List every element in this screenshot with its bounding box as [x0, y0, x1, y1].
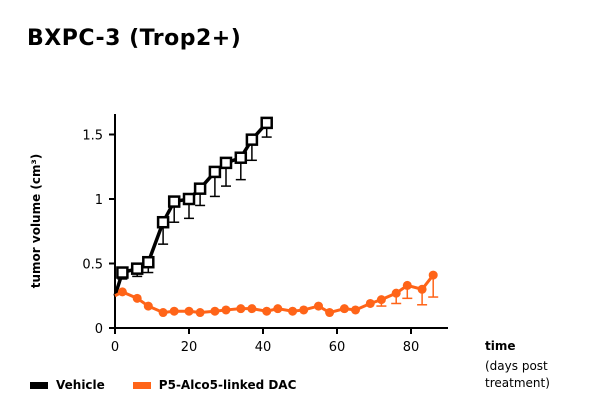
data-point — [117, 287, 127, 297]
data-point — [339, 304, 349, 314]
x-tick-label: 20 — [181, 340, 198, 355]
data-point — [288, 306, 298, 316]
data-point — [210, 306, 220, 316]
legend: Vehicle P5-Alco5-linked DAC — [30, 378, 296, 392]
data-point — [417, 284, 427, 294]
legend-swatch-dac — [132, 381, 151, 389]
x-tick-label: 80 — [403, 340, 420, 355]
legend-swatch-vehicle — [30, 381, 48, 389]
data-point — [219, 156, 233, 170]
data-point — [236, 304, 246, 314]
x-axis-sublabel: (days post — [485, 359, 548, 373]
chart-title: BXPC-3 (Trop2+) — [27, 26, 242, 51]
x-tick-label: 40 — [255, 340, 272, 355]
data-point — [402, 280, 412, 290]
data-point — [156, 215, 170, 229]
y-axis-label: tumor volume (cm³) — [29, 154, 43, 289]
legend-label: Vehicle — [56, 378, 105, 392]
data-point — [273, 304, 283, 314]
y-tick-label: 1 — [95, 193, 103, 208]
y-tick-label: 0 — [95, 322, 103, 337]
data-point — [262, 306, 272, 316]
x-axis-sublabel: treatment) — [485, 376, 550, 390]
data-point — [299, 305, 309, 315]
data-point — [247, 304, 257, 314]
data-point — [132, 293, 142, 303]
data-point — [169, 306, 179, 316]
data-point — [376, 295, 386, 305]
data-point — [234, 151, 248, 164]
data-point — [325, 308, 335, 318]
legend-label: P5-Alco5-linked DAC — [158, 378, 297, 392]
data-point — [245, 133, 259, 146]
x-tick-label: 0 — [111, 340, 119, 355]
data-point — [182, 192, 196, 206]
y-tick-label: 1.5 — [82, 129, 103, 144]
legend-item-dac: P5-Alco5-linked DAC — [132, 378, 297, 392]
legend-item-vehicle: Vehicle — [30, 378, 105, 392]
data-point — [143, 301, 153, 311]
y-tick-label: 0.5 — [82, 258, 103, 273]
x-axis-label: time — [485, 339, 516, 353]
data-point — [142, 255, 155, 269]
data-point — [195, 308, 205, 318]
data-point — [428, 270, 438, 280]
data-point — [158, 308, 168, 318]
x-tick-label: 60 — [329, 340, 346, 355]
data-point — [365, 298, 375, 308]
data-point — [130, 262, 144, 275]
data-point — [193, 182, 207, 195]
data-point — [314, 301, 323, 311]
data-point — [391, 288, 401, 298]
data-point — [116, 266, 129, 279]
data-point — [184, 306, 194, 316]
data-point — [208, 165, 222, 179]
data-point — [221, 305, 231, 315]
data-point — [167, 195, 181, 208]
data-point — [260, 116, 273, 130]
data-point — [351, 305, 360, 315]
